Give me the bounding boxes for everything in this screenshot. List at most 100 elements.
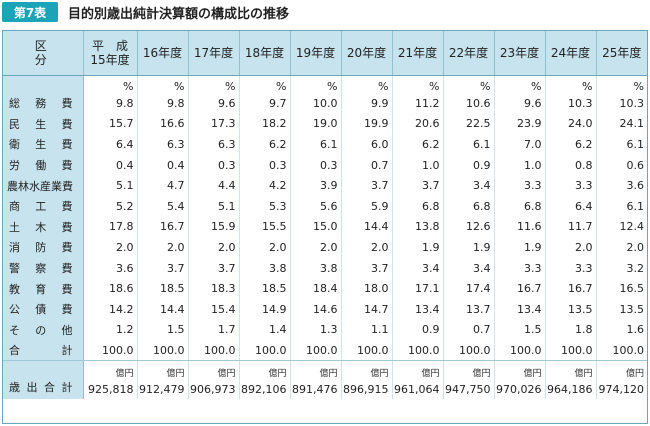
value-cell: 17.3 [188, 113, 240, 135]
unit-percent: % [392, 75, 444, 93]
value-cell: 100.0 [290, 340, 342, 362]
value-cell: 19.9 [341, 113, 393, 135]
value-cell: 6.4 [83, 134, 138, 155]
value-cell: 14.2 [83, 298, 138, 320]
row-label: 衛生費 [3, 134, 84, 155]
value-cell: 1.5 [137, 319, 189, 341]
value-cell: 1.2 [83, 319, 138, 341]
value-cell: 13.7 [443, 298, 495, 320]
unit-row: %%%%%%%%%%% [3, 75, 647, 93]
table-row: 衛生費 6.4 6.3 6.3 6.2 6.1 6.0 6.2 6.1 7.0 6.2 6.1 [3, 134, 647, 155]
unit-oku-yen: 億円 [268, 368, 287, 379]
value-cell: 3.8 [239, 257, 291, 279]
total-expenditure-value: 892,106 [241, 382, 287, 396]
value-cell: 1.1 [341, 319, 393, 341]
total-expenditure-cell: 億円 974,120 [596, 361, 647, 399]
value-cell: 2.0 [188, 237, 240, 258]
value-cell: 3.3 [545, 257, 597, 279]
header-year: 22年度 [443, 31, 495, 76]
value-cell: 2.0 [83, 237, 138, 258]
value-cell: 6.8 [392, 195, 444, 217]
total-expenditure-label: 歳出合計 [3, 360, 84, 399]
value-cell: 14.9 [239, 298, 291, 320]
value-cell: 5.6 [290, 195, 342, 217]
value-cell: 0.3 [290, 154, 342, 176]
value-cell: 1.9 [443, 237, 495, 258]
value-cell: 0.7 [443, 319, 495, 341]
value-cell: 3.8 [290, 257, 342, 279]
value-cell: 10.3 [545, 93, 597, 114]
table-title: 目的別歳出純計決算額の構成比の推移 [68, 6, 290, 22]
value-cell: 9.7 [239, 93, 291, 114]
value-cell: 6.3 [188, 134, 240, 155]
value-cell: 15.4 [188, 298, 240, 320]
value-cell: 5.4 [137, 195, 189, 217]
value-cell: 14.6 [290, 298, 342, 320]
expenditure-ratio-table: 区 分平 成 15年度 16年度 17年度 18年度 19年度 20年度 21年度 22年度 23… [3, 31, 647, 399]
table-body: %%%%%%%%%%% 総務費 9.8 9.8 9.6 9.7 10.0 9.9 11.2 10.… [3, 75, 647, 399]
unit-oku-yen: 億円 [625, 368, 644, 379]
total-expenditure-cell: 億円 912,479 [137, 360, 189, 399]
unit-oku-yen: 億円 [319, 368, 338, 379]
total-expenditure-cell: 億円 891,476 [290, 360, 342, 399]
value-cell: 16.7 [494, 278, 546, 299]
value-cell: 4.7 [137, 175, 189, 196]
value-cell: 3.7 [188, 257, 240, 279]
unit-oku-yen: 億円 [574, 368, 593, 379]
value-cell: 3.7 [341, 175, 393, 196]
row-label: その他 [3, 319, 84, 341]
value-cell: 6.8 [443, 195, 495, 217]
total-expenditure-value: 970,026 [496, 382, 542, 396]
value-cell: 4.2 [239, 175, 291, 196]
value-cell: 100.0 [392, 340, 444, 362]
value-cell: 3.4 [443, 175, 495, 196]
value-cell: 0.9 [443, 154, 495, 176]
value-cell: 6.2 [239, 134, 291, 155]
value-cell: 24.0 [545, 113, 597, 135]
total-expenditure-value: 925,818 [88, 382, 134, 396]
value-cell: 100.0 [83, 340, 138, 362]
unit-oku-yen: 億円 [217, 368, 236, 379]
value-cell: 3.6 [626, 179, 645, 193]
header-year: 21年度 [392, 31, 444, 76]
unit-oku-yen: 億円 [370, 368, 389, 379]
value-cell: 13.5 [619, 302, 645, 316]
unit-oku-yen: 億円 [115, 368, 134, 379]
value-cell: 11.2 [392, 93, 444, 114]
value-cell: 5.9 [341, 195, 393, 217]
value-cell: 4.4 [188, 175, 240, 196]
value-cell: 2.0 [545, 237, 597, 258]
row-label: 労働費 [3, 154, 84, 176]
value-cell: 5.1 [83, 175, 138, 196]
value-cell: 6.0 [341, 134, 393, 155]
header-year: 18年度 [239, 31, 291, 76]
value-cell: 1.8 [545, 319, 597, 341]
unit-row-label [3, 75, 84, 93]
value-cell: 17.4 [443, 278, 495, 299]
value-cell: 6.2 [392, 134, 444, 155]
value-cell: 9.8 [137, 93, 189, 114]
value-cell: 9.8 [83, 93, 138, 114]
value-cell: 3.9 [290, 175, 342, 196]
total-expenditure-value: 906,973 [190, 382, 236, 396]
table-row: 警察費 3.6 3.7 3.7 3.8 3.8 3.7 3.4 3.4 3.3 3.3 3.2 [3, 257, 647, 279]
total-expenditure-value: 947,750 [445, 382, 491, 396]
value-cell: 6.4 [545, 195, 597, 217]
value-cell: 100.0 [188, 340, 240, 362]
value-cell: 0.8 [545, 154, 597, 176]
table-row: その他 1.2 1.5 1.7 1.4 1.3 1.1 0.9 0.7 1.5 1.8 1.6 [3, 319, 647, 341]
value-cell: 18.6 [83, 278, 138, 299]
unit-percent: % [188, 75, 240, 93]
table-row: 農林水産業費 5.1 4.7 4.4 4.2 3.9 3.7 3.7 3.4 3.3 3.3 3.6 [3, 175, 647, 196]
value-cell: 14.7 [341, 298, 393, 320]
value-cell: 13.8 [392, 216, 444, 238]
value-cell: 100.0 [596, 340, 647, 362]
value-cell: 3.7 [392, 175, 444, 196]
total-expenditure-cell: 億円 961,064 [392, 360, 444, 399]
total-expenditure-cell: 億円 896,915 [341, 360, 393, 399]
value-cell: 10.6 [443, 93, 495, 114]
unit-percent: % [633, 80, 644, 93]
table-frame: 区 分平 成 15年度 16年度 17年度 18年度 19年度 20年度 21年度 22年度 23… [2, 30, 648, 424]
value-cell: 22.5 [443, 113, 495, 135]
value-cell: 3.3 [494, 175, 546, 196]
